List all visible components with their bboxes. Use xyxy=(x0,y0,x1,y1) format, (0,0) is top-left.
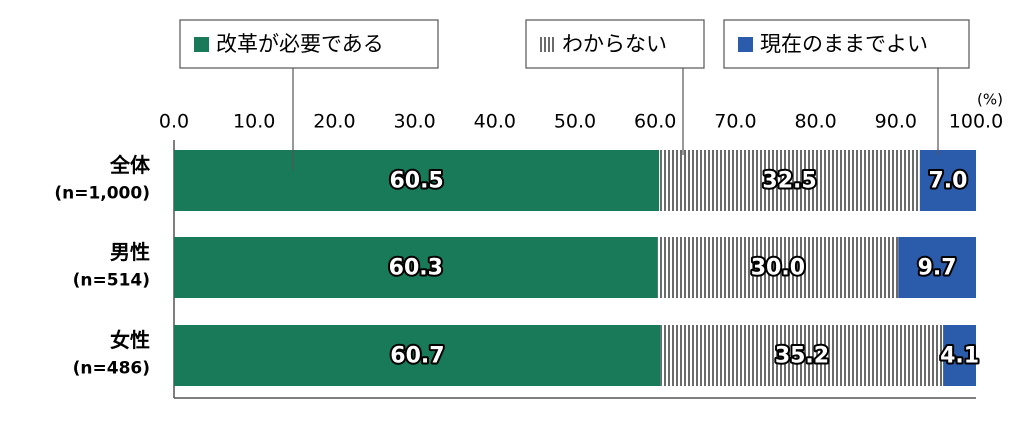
bar-segment xyxy=(174,237,658,298)
x-tick-label: 40.0 xyxy=(474,111,516,133)
legend-label: 改革が必要である xyxy=(216,32,384,56)
bar-segment xyxy=(943,325,976,386)
legend-box xyxy=(179,19,439,69)
x-tick-label: 20.0 xyxy=(313,111,355,133)
category-label: 男性 xyxy=(110,240,150,264)
bar-segment xyxy=(898,237,976,298)
category-label: 全体 xyxy=(109,153,151,177)
bar-segment xyxy=(174,325,661,386)
bar-segment xyxy=(657,237,899,298)
x-tick-label: 80.0 xyxy=(794,111,836,133)
legend-label: 現在のままでよい xyxy=(760,32,928,56)
value-label: 9.7 xyxy=(918,256,957,281)
legend-marker xyxy=(194,37,209,52)
value-label: 60.7 xyxy=(390,344,444,369)
legend-box xyxy=(723,19,970,69)
category-label: 女性 xyxy=(110,328,150,352)
bar-segment xyxy=(660,325,944,386)
x-tick-label: 10.0 xyxy=(233,111,275,133)
legend-label: わからない xyxy=(562,32,667,56)
sample-size: (n=1,000) xyxy=(54,184,150,204)
legend-marker xyxy=(738,37,753,52)
x-tick-label: 50.0 xyxy=(554,111,596,133)
value-label: 60.5 xyxy=(389,169,443,194)
x-tick-label: 60.0 xyxy=(634,111,676,133)
x-tick-label: 0.0 xyxy=(159,111,189,133)
sample-size: (n=486) xyxy=(73,359,150,379)
sample-size: (n=514) xyxy=(73,271,150,291)
value-label: 7.0 xyxy=(928,169,967,194)
legend-marker xyxy=(540,37,555,52)
bar-segment xyxy=(919,150,976,211)
x-tick-label: 30.0 xyxy=(393,111,435,133)
value-label: 35.2 xyxy=(775,344,829,369)
legend-box xyxy=(525,19,705,69)
x-tick-label: 90.0 xyxy=(875,111,917,133)
value-label: 30.0 xyxy=(751,256,805,281)
x-tick-label: 70.0 xyxy=(714,111,756,133)
bar-segment xyxy=(659,150,920,211)
unit-label: (%) xyxy=(977,91,1003,109)
bar-segment xyxy=(174,150,660,211)
value-label: 32.5 xyxy=(762,169,816,194)
x-tick-label: 100.0 xyxy=(949,111,1003,133)
value-label: 60.3 xyxy=(389,256,443,281)
value-label: 4.1 xyxy=(940,344,979,369)
